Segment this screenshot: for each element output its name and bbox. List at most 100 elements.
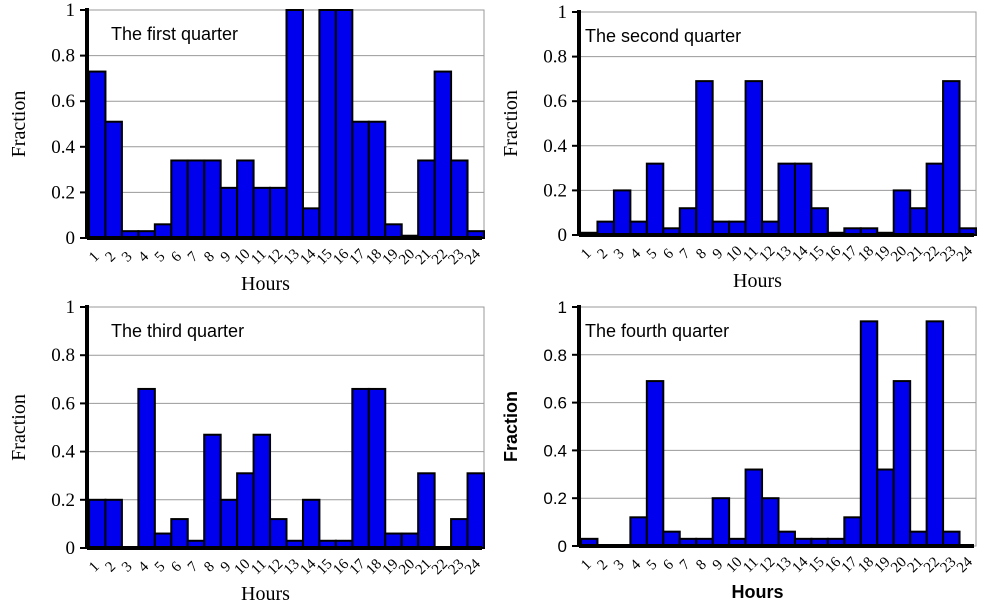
bar-hour-24 [466, 472, 485, 550]
x-tick-label: 7 [185, 249, 202, 266]
x-tick-label: 2 [595, 246, 612, 263]
x-tick-label: 24 [954, 554, 976, 576]
x-tick-label: 8 [201, 249, 218, 266]
x-tick-label: 3 [119, 249, 136, 266]
x-tick-label: 4 [135, 559, 152, 576]
y-tick-label: 0.2 [51, 182, 75, 203]
bar-hour-11 [252, 186, 272, 239]
x-tick-label: 6 [168, 249, 185, 266]
y-tick-label: 0.2 [51, 490, 75, 511]
bar-hour-10 [728, 220, 747, 236]
bar-hour-12 [761, 220, 780, 236]
x-tick-label: 3 [611, 246, 628, 263]
bar-hour-19 [384, 223, 403, 240]
bar-hour-12 [269, 186, 288, 239]
bar-hour-17 [351, 120, 370, 239]
bar-hour-15 [810, 207, 829, 237]
x-tick-label: 6 [660, 246, 677, 263]
x-tick-label: 1 [578, 246, 595, 263]
x-tick-label: 24 [954, 243, 976, 265]
bar-hour-20 [892, 380, 912, 547]
bar-hour-7 [678, 207, 698, 237]
bar-hour-14 [301, 207, 321, 239]
y-tick-label: 0.8 [543, 346, 567, 365]
y-tick-label: 1 [66, 0, 76, 21]
x-tick-label: 7 [677, 246, 694, 263]
bar-hour-3 [612, 189, 632, 236]
y-tick-label: 0.2 [543, 180, 567, 201]
y-tick-label: 0.6 [543, 91, 567, 112]
chart-panel-4: 00.20.40.60.811 2 3 4 5 6 7 8 910111213141516171… [501, 298, 977, 602]
y-tick-label: 0.8 [51, 345, 75, 366]
x-tick-label: 4 [627, 557, 644, 574]
chart-panel-3: 00.20.40.60.811 2 3 4 5 6 7 8 910111213141516171… [8, 297, 485, 605]
bar-hour-5 [645, 162, 665, 236]
bar-hour-20 [892, 189, 912, 236]
y-tick-label: 0.8 [51, 46, 75, 67]
x-tick-label: 8 [693, 557, 710, 574]
x-tick-label: 8 [693, 246, 710, 263]
bar-hour-21 [417, 159, 436, 239]
bar-hour-23 [450, 159, 469, 239]
x-tick-label: 1 [86, 249, 103, 266]
x-tick-label: 1 [578, 557, 595, 574]
x-tick-label: 3 [119, 559, 136, 576]
x-tick-label: 24 [462, 246, 484, 268]
bar-hour-4 [629, 220, 648, 236]
bar-hour-10 [236, 472, 255, 550]
bar-hour-13 [285, 9, 304, 239]
bar-hour-6 [662, 530, 681, 547]
bar-hour-11 [744, 468, 764, 547]
x-tick-label: 4 [135, 249, 152, 266]
bar-hour-23 [942, 530, 961, 547]
bar-hour-4 [137, 387, 156, 549]
bar-hour-21 [909, 207, 928, 237]
y-axis-label: Fraction [500, 90, 522, 157]
bar-hour-10 [236, 159, 255, 239]
bar-hour-1 [88, 498, 107, 549]
bar-hour-13 [777, 162, 796, 236]
bar-hour-13 [777, 530, 796, 547]
bar-hour-18 [367, 120, 387, 239]
x-tick-label: 3 [611, 557, 628, 574]
y-tick-label: 0.4 [543, 136, 567, 157]
bar-hour-17 [351, 387, 370, 549]
y-tick-label: 0 [558, 225, 568, 246]
y-axis-label: Fraction [8, 394, 30, 461]
y-tick-label: 0.6 [51, 91, 75, 112]
bar-hour-23 [450, 518, 469, 550]
bar-hour-19 [384, 532, 403, 549]
y-tick-label: 1 [66, 297, 76, 318]
bar-hour-11 [252, 433, 272, 550]
bar-hour-22 [925, 162, 945, 236]
x-tick-label: 24 [462, 556, 484, 578]
x-tick-label: 6 [168, 559, 185, 576]
x-tick-label: 5 [152, 559, 169, 576]
bar-hour-21 [909, 530, 928, 547]
bar-hour-11 [744, 80, 764, 236]
x-axis-label: Hours [731, 582, 783, 602]
bar-hour-8 [203, 433, 222, 550]
y-axis-label: Fraction [501, 391, 521, 462]
x-tick-label: 6 [660, 557, 677, 574]
bar-hour-15 [318, 9, 337, 239]
x-tick-label: 5 [152, 249, 169, 266]
bar-hour-21 [417, 472, 436, 550]
x-tick-label: 5 [644, 246, 661, 263]
bar-hour-5 [645, 380, 665, 547]
y-tick-label: 0.4 [543, 441, 567, 460]
y-tick-label: 1 [558, 2, 568, 23]
bar-hour-8 [695, 80, 714, 236]
y-tick-label: 0.8 [543, 47, 567, 68]
bar-hour-4 [629, 516, 648, 548]
y-tick-label: 0.4 [51, 137, 75, 158]
chart-title: The third quarter [111, 321, 244, 341]
x-tick-label: 1 [86, 559, 103, 576]
bar-hour-2 [104, 120, 123, 239]
bar-hour-2 [104, 498, 123, 549]
bar-hour-5 [153, 532, 173, 549]
bar-hour-9 [711, 497, 731, 548]
bar-hour-9 [711, 220, 731, 236]
bar-hour-9 [219, 498, 239, 549]
